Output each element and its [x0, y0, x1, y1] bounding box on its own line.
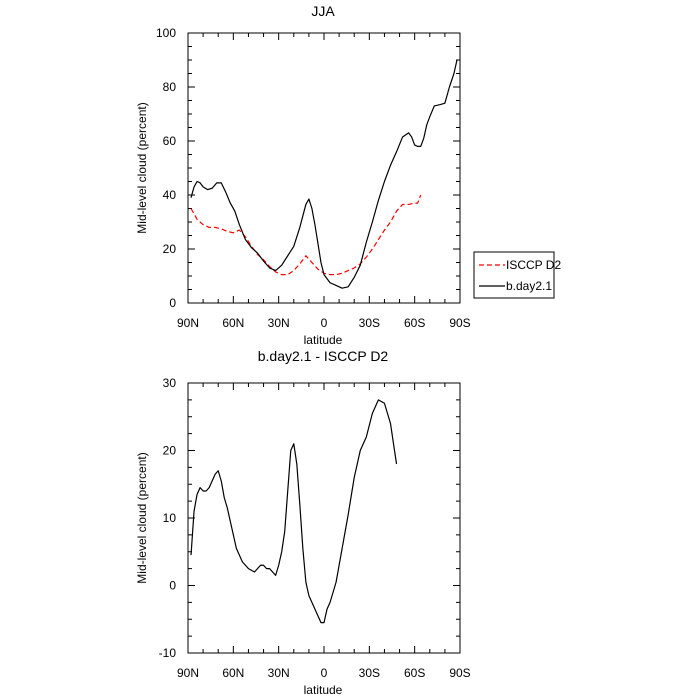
bottom-series-line-difference [190, 399, 398, 624]
top-chart-ylabel: Mid-level cloud (percent) [135, 102, 149, 233]
top-ytick-label: 60 [163, 134, 177, 148]
bottom-xtick-label: 60S [404, 666, 425, 680]
top-chart-plot-frame [187, 32, 461, 304]
bottom-xtick-label: 60N [222, 666, 244, 680]
legend-label-isccp: ISCCP D2 [506, 258, 561, 272]
top-xtick-label: 60S [404, 316, 425, 330]
top-ytick-label: 100 [156, 26, 176, 40]
top-ytick-label: 40 [163, 188, 177, 202]
top-chart-xlabel: latitude [304, 333, 343, 347]
top-ytick-label: 0 [169, 296, 176, 310]
bottom-chart: b.day2.1 - ISCCP D2 90N 60N 30N 0 30S 60S 90S -… [135, 348, 471, 697]
top-xtick-label: 0 [321, 316, 328, 330]
top-series-line-isccp-d2 [190, 194, 422, 276]
legend-label-bday: b.day2.1 [506, 279, 552, 293]
bottom-xtick-label: 30N [268, 666, 290, 680]
bottom-xtick-label: 90S [449, 666, 470, 680]
bottom-xtick-label: 90N [177, 666, 199, 680]
bottom-chart-ylabel: Mid-level cloud (percent) [135, 452, 149, 583]
top-series-line-b-day2-1 [190, 59, 458, 289]
bottom-chart-plot-frame [187, 382, 461, 654]
top-xtick-label: 30S [359, 316, 380, 330]
legend-frame [473, 251, 555, 299]
bottom-ytick-label: 0 [169, 579, 176, 593]
bottom-ytick-label: -10 [159, 646, 177, 660]
top-chart-title: JJA [311, 3, 335, 19]
bottom-chart-title: b.day2.1 - ISCCP D2 [258, 348, 389, 364]
bottom-xtick-label: 30S [359, 666, 380, 680]
bottom-ytick-label: 20 [163, 444, 177, 458]
bottom-xtick-label: 0 [321, 666, 328, 680]
top-xtick-label: 30N [268, 316, 290, 330]
bottom-ytick-label: 30 [163, 376, 177, 390]
top-xtick-label: 90S [449, 316, 470, 330]
bottom-ytick-label: 10 [163, 511, 177, 525]
top-xtick-label: 90N [177, 316, 199, 330]
top-ytick-label: 20 [163, 242, 177, 256]
top-xtick-label: 60N [222, 316, 244, 330]
top-chart: JJA 90N 60N 30N 0 30S 60S 90S 0 20 40 60 80 100 lati… [135, 3, 561, 347]
bottom-chart-xlabel: latitude [304, 683, 343, 697]
top-ytick-label: 80 [163, 80, 177, 94]
top-chart-legend: ISCCP D2 b.day2.1 [473, 251, 561, 299]
